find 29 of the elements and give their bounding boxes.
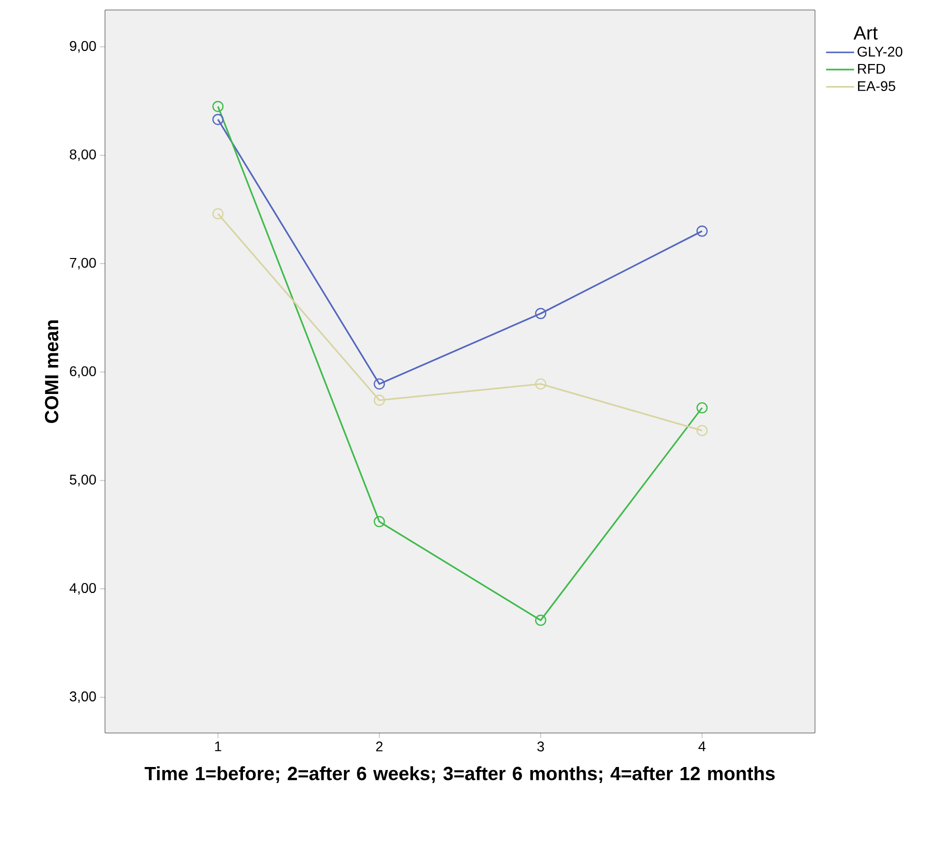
point	[696, 226, 708, 237]
point	[535, 614, 546, 626]
x-tick-label: 2	[376, 742, 383, 752]
legend-label: RFD	[858, 64, 886, 74]
point	[212, 100, 224, 112]
point	[535, 378, 546, 390]
x-tick-label: 1	[215, 742, 222, 752]
point	[374, 378, 385, 390]
legend-label: EA-95	[858, 81, 896, 92]
point	[374, 394, 385, 406]
y-tick-label: 7,00	[70, 258, 96, 270]
y-axis-title: COMI mean	[44, 320, 58, 423]
x-axis-title: Time 1=before; 2=after 6 weeks; 3=after 6 months; 4=after 12 months	[144, 766, 775, 784]
legend-label: GLY-20	[858, 46, 902, 57]
y-tick-label: 6,00	[70, 366, 96, 378]
x-tick-label: 3	[537, 742, 544, 752]
point	[696, 424, 708, 436]
point	[212, 208, 224, 220]
point	[212, 114, 224, 126]
y-tick-label: 4,00	[70, 583, 96, 595]
y-tick-label: 3,00	[70, 691, 96, 704]
y-tick-label: 5,00	[70, 474, 96, 486]
point	[696, 402, 708, 414]
y-tick-label: 8,00	[70, 149, 96, 162]
y-tick-label: 9,00	[70, 41, 96, 53]
legend-title: Art	[854, 26, 878, 40]
point	[535, 308, 546, 320]
point	[374, 516, 385, 528]
x-tick-label: 4	[698, 742, 706, 752]
